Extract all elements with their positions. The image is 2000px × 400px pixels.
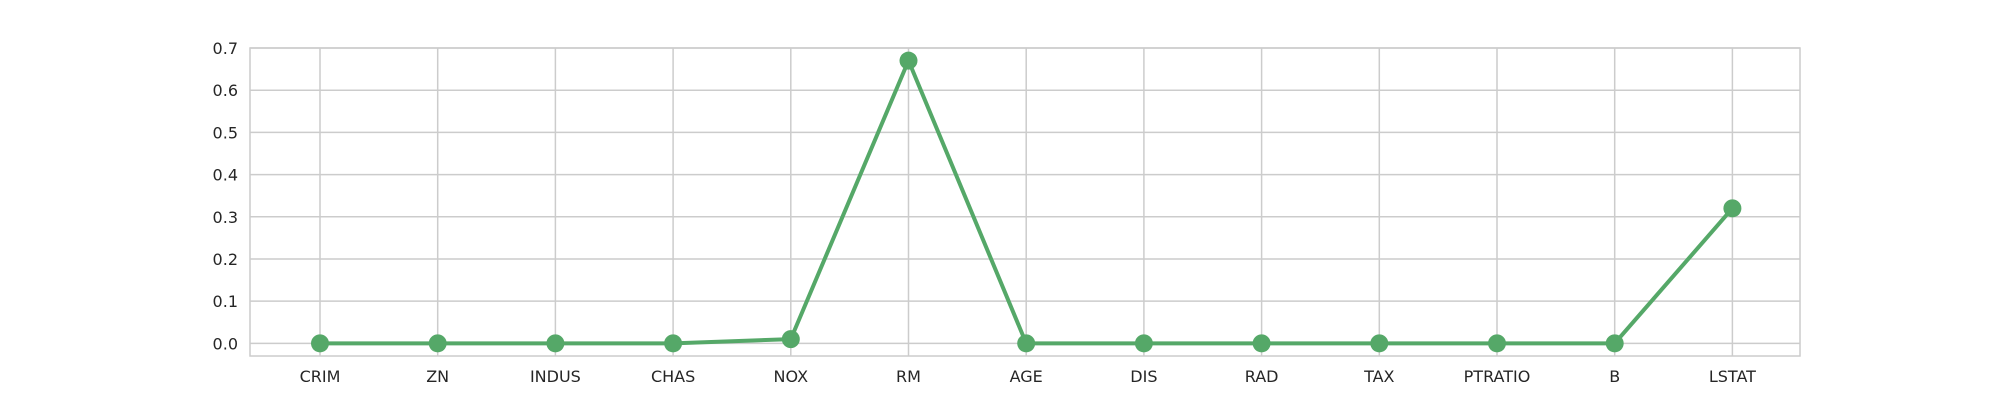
y-tick-label: 0.6 (213, 81, 238, 100)
y-tick-label: 0.1 (213, 292, 238, 311)
grid-lines (250, 47, 1800, 356)
x-axis-tick-labels: CRIM ZN INDUS CHAS NOX RM AGE DIS RAD TAX PTRATIO B… (300, 367, 1757, 386)
data-point (1017, 334, 1036, 353)
data-point (781, 330, 800, 349)
x-tick-label: ZN (426, 367, 449, 386)
data-point (1134, 334, 1153, 353)
y-tick-label: 0.7 (213, 39, 238, 58)
y-tick-label: 0.0 (213, 334, 238, 353)
data-point (1723, 199, 1742, 218)
x-tick-label: INDUS (530, 367, 581, 386)
data-point (899, 51, 918, 70)
y-tick-label: 0.2 (213, 250, 238, 269)
x-tick-label: RM (896, 367, 921, 386)
data-point (1605, 334, 1624, 353)
y-axis-tick-labels: 0.0 0.1 0.2 0.3 0.4 0.5 0.6 0.7 (213, 39, 238, 353)
data-point (664, 334, 683, 353)
x-tick-label: RAD (1245, 367, 1279, 386)
y-tick-label: 0.3 (213, 208, 238, 227)
data-point (546, 334, 565, 353)
data-point (1252, 334, 1271, 353)
x-tick-label: DIS (1130, 367, 1157, 386)
data-point (1370, 334, 1389, 353)
data-point (311, 334, 329, 353)
x-tick-label: NOX (774, 367, 809, 386)
x-tick-label: CHAS (651, 367, 695, 386)
y-tick-label: 0.5 (213, 123, 238, 142)
plot-frame (249, 47, 1801, 357)
x-tick-label: CRIM (300, 367, 341, 386)
series-layer (311, 51, 1742, 353)
x-tick-label: AGE (1010, 367, 1043, 386)
data-point (1488, 334, 1506, 353)
x-tick-label: B (1609, 367, 1620, 386)
x-tick-label: TAX (1363, 367, 1394, 386)
data-point (428, 334, 447, 353)
y-tick-label: 0.4 (213, 166, 238, 185)
x-tick-label: PTRATIO (1464, 367, 1531, 386)
x-tick-label: LSTAT (1709, 367, 1756, 386)
